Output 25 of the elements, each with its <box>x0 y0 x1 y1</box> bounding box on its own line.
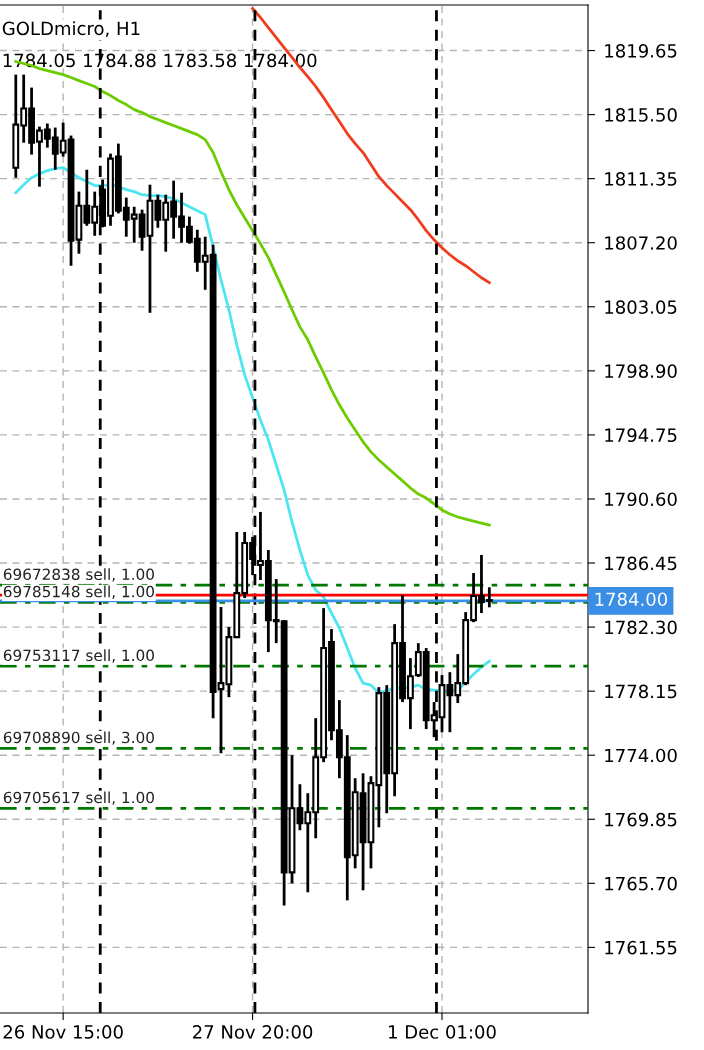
ref-line-label: 69672838 sell, 1.00 <box>3 568 154 582</box>
y-tick-label: 1786.45 <box>605 556 677 571</box>
y-tick-label: 1761.55 <box>605 940 677 955</box>
y-tick-label: 1778.15 <box>605 684 677 699</box>
ref-line-label: 69753117 sell, 1.00 <box>3 649 154 663</box>
y-tick-label: 1807.20 <box>605 236 677 250</box>
y-tick-label: 1769.85 <box>605 812 677 827</box>
y-tick-label: 1811.35 <box>605 172 677 186</box>
x-tick-label: 26 Nov 15:00 <box>3 1025 123 1039</box>
y-tick-label: 1819.65 <box>605 44 677 58</box>
x-tick-label: 1 Dec 01:00 <box>389 1025 496 1039</box>
y-tick-label: 1794.75 <box>605 428 677 443</box>
text: GOLDmicro, H1 <box>2 21 140 38</box>
x-tick-label: 27 Nov 20:00 <box>193 1025 313 1039</box>
y-tick-label: 1774.00 <box>605 748 677 763</box>
y-tick-label: 1765.70 <box>605 876 677 891</box>
ref-line-label: 69708890 sell, 3.00 <box>3 731 154 745</box>
ref-line-label: 69785148 sell, 1.00 <box>3 585 154 599</box>
y-tick-label: 1782.30 <box>605 620 677 635</box>
ref-line-label: 1784.00 <box>595 592 668 607</box>
y-tick-label: 1803.05 <box>605 300 677 314</box>
y-tick-label: 1798.90 <box>605 364 677 378</box>
ref-line-label: 69705617 sell, 1.00 <box>3 791 154 805</box>
y-tick-label: 1790.60 <box>605 492 677 507</box>
y-tick-label: 1815.50 <box>605 108 677 122</box>
